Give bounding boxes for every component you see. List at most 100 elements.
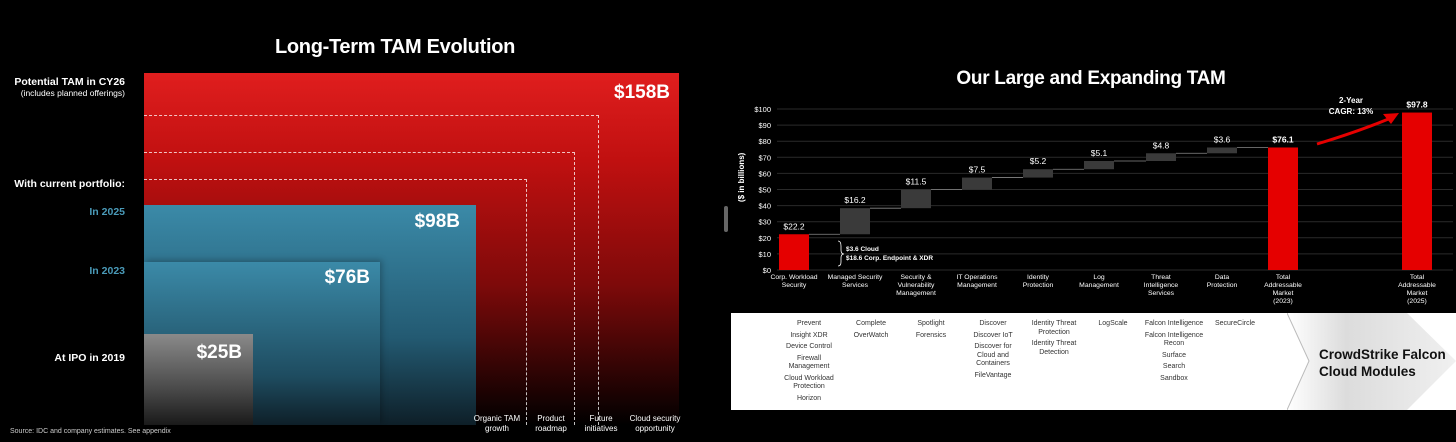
- module-item: Search: [1162, 363, 1186, 370]
- module-item: Firewall Management: [788, 354, 830, 371]
- module-item: Discover for Cloud and Containers: [974, 343, 1012, 367]
- bar-value-label: $16.2: [844, 195, 866, 205]
- tam-value-98: $98B: [414, 211, 460, 232]
- y-tick-label: $70: [758, 153, 771, 162]
- chart-bar: [962, 177, 992, 190]
- chart-bar: [1084, 161, 1114, 170]
- scroll-handle[interactable]: [724, 206, 728, 232]
- module-column: Falcon Intelligence Falcon Intelligence R…: [1143, 320, 1205, 386]
- x-category-label: Log Management: [1079, 274, 1119, 289]
- expanding-tam-slide: Our Large and Expanding TAM ($ in billio…: [731, 0, 1456, 442]
- bar-value-label: $5.2: [1030, 156, 1047, 166]
- bar-value-label: $3.6: [1214, 134, 1231, 144]
- bracket-icon: [837, 240, 845, 267]
- x-category-label: Total Addressable Market (2025): [1398, 274, 1436, 305]
- x-category-label: Security & Vulnerability Management: [896, 274, 936, 297]
- module-item: Cloud Workload Protection: [784, 374, 834, 391]
- dashed-boundary-future: [144, 152, 575, 425]
- x-category-label: Corp. Workload Security: [770, 274, 817, 289]
- module-item: SecureCircle: [1214, 320, 1256, 327]
- falcon-modules-panel: Prevent Insight XDR Device Control Firewall…: [731, 313, 1456, 410]
- long-term-tam-slide: Long-Term TAM Evolution $158B $98B $76B …: [0, 0, 716, 442]
- x-category-label: IT Operations Management: [956, 274, 998, 289]
- driver-future-initiatives: Future initiatives: [584, 414, 618, 433]
- y-tick-label: $90: [758, 121, 771, 130]
- y-tick-label: $0: [763, 266, 771, 275]
- bar-value-label: $22.2: [783, 221, 805, 231]
- tam-value-76: $76B: [324, 267, 370, 288]
- module-column: Identity Threat Protection Identity Threa…: [1026, 320, 1082, 360]
- x-category-label: Total Addressable Market (2023): [1264, 274, 1302, 305]
- x-category-label: Threat Intelligence Services: [1144, 274, 1179, 297]
- right-chart-title: Our Large and Expanding TAM: [956, 68, 1226, 89]
- tam-box-ipo: [144, 334, 253, 425]
- bar-value-label: $4.8: [1153, 140, 1170, 150]
- label-current-portfolio: With current portfolio:: [14, 178, 125, 190]
- label-potential-tam: Potential TAM in CY26 (includes planned …: [10, 76, 125, 98]
- driver-product-roadmap: Product roadmap: [535, 414, 567, 433]
- module-column: LogScale: [1091, 320, 1135, 332]
- driver-organic-growth: Organic TAM growth: [473, 414, 521, 433]
- module-item: LogScale: [1098, 320, 1128, 327]
- dashed-boundary-cloud: [144, 115, 599, 425]
- bar-value-label: $5.1: [1091, 148, 1108, 158]
- label-potential-sub: (includes planned offerings): [20, 88, 125, 98]
- cagr-label-line2: CAGR: 13%: [1329, 107, 1373, 116]
- tam-value-25: $25B: [196, 342, 242, 363]
- y-tick-label: $10: [758, 250, 771, 259]
- chart-bar: [1402, 112, 1432, 271]
- falcon-title-line1: CrowdStrike Falcon: [1319, 347, 1446, 362]
- module-item: FileVantage: [974, 371, 1012, 379]
- x-category-label: Identity Protection: [1023, 274, 1054, 289]
- module-item: Device Control: [786, 343, 832, 350]
- module-item: Falcon Intelligence: [1144, 320, 1204, 327]
- x-category-label: Managed Security Services: [828, 274, 883, 289]
- y-tick-label: $40: [758, 202, 771, 211]
- module-item: Sandbox: [1160, 374, 1188, 382]
- chart-bar: [779, 234, 809, 270]
- module-item: Identity Threat Protection: [1031, 320, 1077, 336]
- dashed-boundary-roadmap: [144, 179, 527, 425]
- module-item: Discover IoT: [973, 331, 1013, 339]
- module-item: Horizon: [796, 394, 822, 402]
- chart-bar: [901, 189, 931, 209]
- bar-value-label: $7.5: [969, 165, 986, 175]
- cagr-arrow: [1316, 116, 1392, 146]
- tam-value-158: $158B: [614, 82, 670, 103]
- driver-cloud-security: Cloud security opportunity: [629, 414, 681, 433]
- module-item: Insight XDR: [790, 331, 828, 339]
- falcon-title-line2: Cloud Modules: [1319, 364, 1416, 379]
- module-item: Spotlight: [917, 320, 945, 327]
- module-item: Complete: [856, 320, 886, 327]
- chart-bar: [840, 208, 870, 235]
- x-category-label: Data Protection: [1207, 274, 1238, 289]
- y-tick-label: $100: [754, 105, 771, 114]
- module-item: Surface: [1161, 351, 1187, 359]
- y-tick-label: $20: [758, 234, 771, 243]
- waterfall-chart: $0 $10 $20 $30 $40 $50 $60 $70 $80 $90 $100 $22.2 $1…: [754, 96, 1453, 305]
- chart-bar: [1268, 147, 1298, 270]
- cagr-label-line1: 2-Year: [1339, 96, 1363, 105]
- source-note: Source: IDC and company estimates. See a…: [10, 428, 171, 435]
- module-item: Forensics: [915, 331, 947, 339]
- module-item: Prevent: [796, 320, 822, 327]
- y-tick-label: $60: [758, 169, 771, 178]
- module-column: Discover Discover IoT Discover for Cloud a…: [965, 320, 1021, 383]
- module-column: SecureCircle: [1210, 320, 1260, 332]
- callout-endpoint: $18.6 Corp. Endpoint & XDR: [846, 255, 933, 262]
- falcon-modules-title: CrowdStrike Falcon Cloud Modules: [1319, 346, 1449, 380]
- label-potential-main: Potential TAM in CY26: [14, 76, 125, 88]
- callout-cloud: $3.6 Cloud: [846, 246, 879, 253]
- y-tick-label: $80: [758, 137, 771, 146]
- cagr-arrowhead-icon: [1383, 113, 1399, 124]
- left-chart-title: Long-Term TAM Evolution: [274, 36, 516, 58]
- bar-value-label: $76.1: [1272, 134, 1294, 144]
- label-ipo-2019: At IPO in 2019: [54, 352, 125, 364]
- chart-bar: [1023, 169, 1053, 178]
- y-tick-label: $50: [758, 186, 771, 195]
- y-tick-label: $30: [758, 218, 771, 227]
- module-item: OverWatch: [853, 331, 889, 339]
- module-column: Complete OverWatch: [845, 320, 897, 343]
- module-item: Identity Threat Detection: [1031, 340, 1077, 356]
- label-in-2025: In 2025: [89, 206, 125, 218]
